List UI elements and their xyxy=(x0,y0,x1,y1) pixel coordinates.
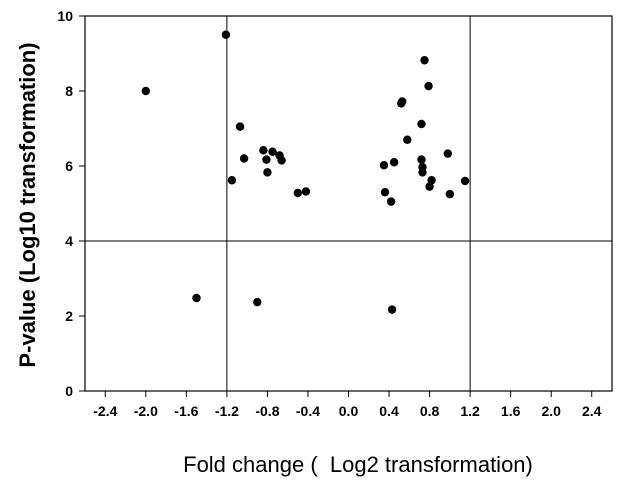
data-point xyxy=(418,168,427,177)
x-tick-label: 2.4 xyxy=(582,403,602,419)
data-point xyxy=(389,158,399,167)
data-point xyxy=(253,297,262,307)
data-point xyxy=(227,176,237,185)
data-point xyxy=(301,187,311,196)
x-tick-label: -2.0 xyxy=(134,403,158,419)
x-tick-label: 0.4 xyxy=(379,403,399,419)
x-tick-label: 0.8 xyxy=(420,403,440,419)
data-point xyxy=(379,161,389,170)
data-point xyxy=(259,146,268,155)
data-point xyxy=(460,176,470,186)
x-tick-label: -1.6 xyxy=(174,403,198,419)
y-tick-label: 0 xyxy=(65,383,73,399)
x-tick-label: -0.8 xyxy=(255,403,279,419)
data-point xyxy=(239,154,249,163)
data-point xyxy=(386,197,396,206)
y-axis-label: P-value (Log10 transformation) xyxy=(15,42,40,368)
data-point xyxy=(141,86,151,96)
data-point xyxy=(417,119,426,129)
y-tick-label: 8 xyxy=(65,83,73,99)
data-point xyxy=(425,182,434,191)
x-tick-label: -1.2 xyxy=(215,403,239,419)
data-point xyxy=(293,188,303,198)
y-tick-label: 6 xyxy=(65,158,73,174)
data-point xyxy=(420,56,429,65)
data-point xyxy=(387,305,397,314)
data-point xyxy=(268,147,277,156)
plot-frame xyxy=(84,15,613,392)
data-point xyxy=(443,149,453,158)
y-tick-label: 10 xyxy=(57,8,73,24)
data-point xyxy=(235,122,245,131)
x-tick-label: -2.4 xyxy=(93,403,117,419)
data-point xyxy=(262,155,271,164)
x-tick-label: 1.6 xyxy=(501,403,521,419)
y-tick-label: 2 xyxy=(65,308,73,324)
x-tick-label: -0.4 xyxy=(296,403,320,419)
data-point xyxy=(424,81,433,91)
data-point xyxy=(403,135,412,144)
x-tick-label: 2.0 xyxy=(541,403,561,419)
data-point xyxy=(192,293,201,303)
data-point xyxy=(221,30,231,39)
data-point xyxy=(277,156,286,165)
x-tick-label: 1.2 xyxy=(460,403,480,419)
x-axis-label: Fold change ( Log2 transformation) xyxy=(183,452,533,477)
x-tick-label: 0.0 xyxy=(339,403,359,419)
data-point xyxy=(398,97,407,106)
data-point xyxy=(380,188,390,197)
data-point xyxy=(263,168,272,177)
data-point xyxy=(427,176,436,185)
data-point xyxy=(445,189,455,199)
y-tick-label: 4 xyxy=(65,233,73,249)
data-point xyxy=(417,155,426,164)
